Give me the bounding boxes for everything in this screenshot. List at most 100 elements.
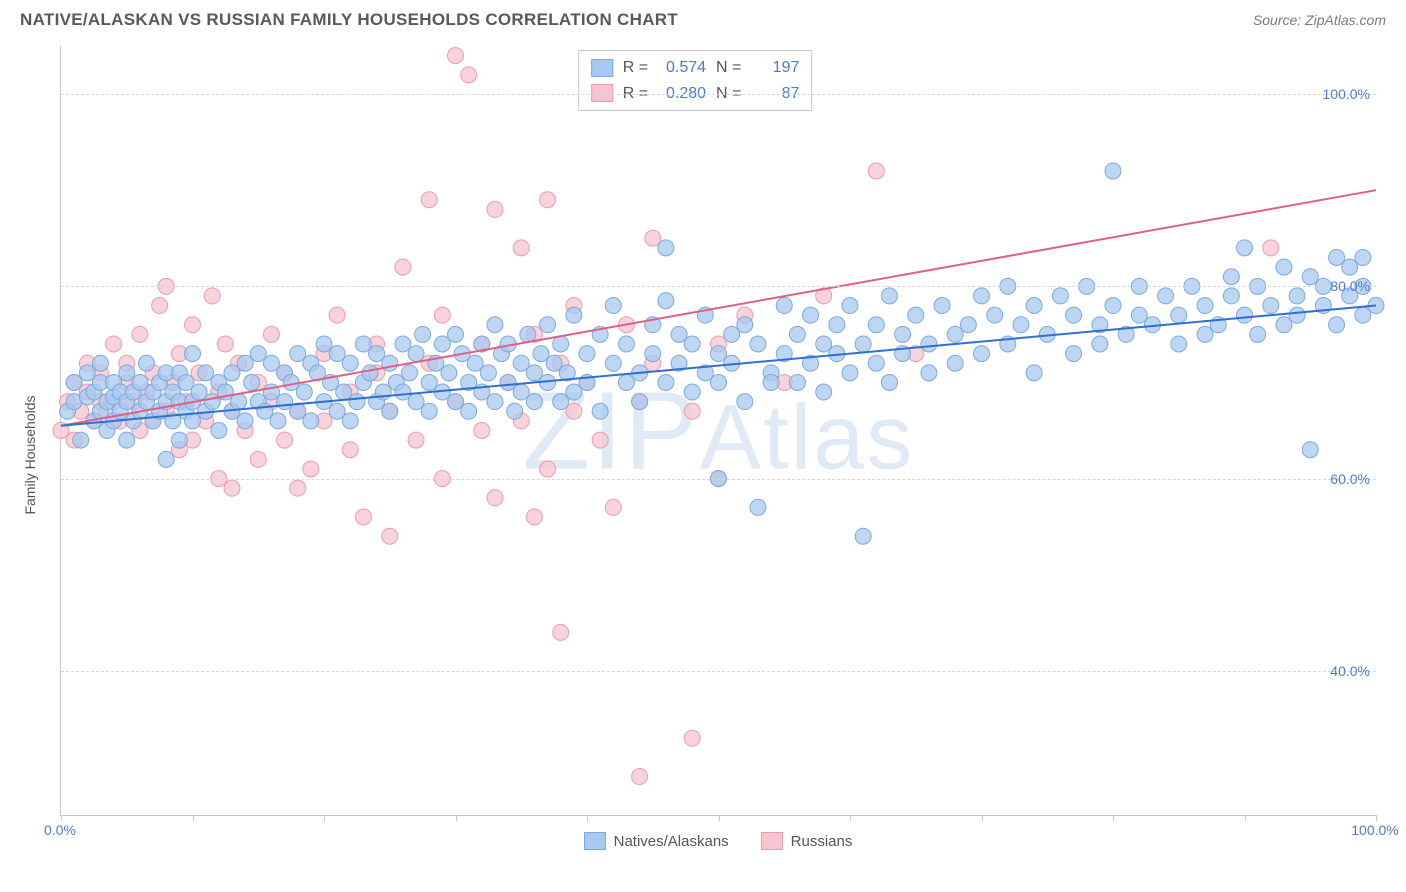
data-point-blue [421, 403, 437, 419]
data-point-blue [448, 394, 464, 410]
data-point-blue [605, 298, 621, 314]
swatch-blue [591, 59, 613, 77]
data-point-pink [106, 336, 122, 352]
data-point-blue [263, 355, 279, 371]
data-point-pink [408, 432, 424, 448]
data-point-blue [191, 384, 207, 400]
data-point-blue [237, 413, 253, 429]
data-point-blue [342, 355, 358, 371]
data-point-blue [237, 355, 253, 371]
data-point-blue [349, 394, 365, 410]
data-point-pink [513, 240, 529, 256]
data-point-blue [868, 355, 884, 371]
data-point-blue [408, 394, 424, 410]
data-point-blue [79, 365, 95, 381]
data-point-pink [355, 509, 371, 525]
data-point-pink [540, 461, 556, 477]
data-point-blue [579, 346, 595, 362]
data-point-blue [204, 394, 220, 410]
data-point-blue [395, 384, 411, 400]
data-point-blue [546, 355, 562, 371]
data-point-pink [217, 336, 233, 352]
data-point-blue [1171, 307, 1187, 323]
data-point-blue [960, 317, 976, 333]
data-point-pink [204, 288, 220, 304]
data-point-blue [415, 326, 431, 342]
data-point-pink [553, 624, 569, 640]
trend-line-blue [61, 306, 1376, 426]
data-point-blue [566, 307, 582, 323]
data-point-blue [816, 336, 832, 352]
x-tick-label: 0.0% [44, 822, 76, 838]
data-point-blue [658, 293, 674, 309]
data-point-blue [277, 394, 293, 410]
data-point-pink [684, 403, 700, 419]
data-point-blue [408, 346, 424, 362]
correlation-stats-box: R = 0.574 N = 197 R = 0.280 N = 87 [578, 50, 813, 111]
plot-area: ZIPAtlas R = 0.574 N = 197 R = 0.280 N =… [60, 46, 1376, 816]
data-point-blue [513, 384, 529, 400]
data-point-pink [448, 48, 464, 64]
data-point-blue [737, 317, 753, 333]
swatch-pink [761, 832, 783, 850]
data-point-blue [487, 394, 503, 410]
data-point-blue [461, 403, 477, 419]
data-point-pink [329, 307, 345, 323]
data-point-blue [1289, 288, 1305, 304]
data-point-pink [395, 259, 411, 275]
data-point-blue [566, 384, 582, 400]
data-point-blue [138, 355, 154, 371]
data-point-blue [316, 336, 332, 352]
stat-r-blue: 0.574 [658, 55, 706, 81]
data-point-blue [632, 394, 648, 410]
data-point-blue [1052, 288, 1068, 304]
data-point-blue [185, 413, 201, 429]
y-tick-label: 40.0% [1330, 663, 1370, 679]
data-point-blue [119, 365, 135, 381]
data-point-pink [868, 163, 884, 179]
y-tick-label: 60.0% [1330, 471, 1370, 487]
data-point-blue [750, 499, 766, 515]
data-point-pink [684, 730, 700, 746]
data-point-pink [250, 451, 266, 467]
data-point-blue [605, 355, 621, 371]
data-point-blue [270, 413, 286, 429]
data-point-blue [592, 403, 608, 419]
data-point-blue [947, 326, 963, 342]
data-point-blue [448, 326, 464, 342]
data-point-blue [684, 336, 700, 352]
chart-container: Family Households ZIPAtlas R = 0.574 N =… [20, 46, 1386, 864]
data-point-blue [441, 365, 457, 381]
legend-item-blue: Natives/Alaskans [584, 832, 729, 850]
y-axis-label: Family Households [22, 395, 38, 514]
data-point-blue [855, 528, 871, 544]
data-point-blue [1276, 259, 1292, 275]
data-point-blue [750, 336, 766, 352]
swatch-blue [584, 832, 606, 850]
data-point-pink [224, 480, 240, 496]
source-attribution: Source: ZipAtlas.com [1253, 12, 1386, 28]
data-point-pink [487, 201, 503, 217]
data-point-pink [526, 509, 542, 525]
data-point-blue [855, 336, 871, 352]
scatter-svg [61, 46, 1376, 815]
data-point-blue [645, 346, 661, 362]
data-point-pink [263, 326, 279, 342]
data-point-blue [526, 394, 542, 410]
data-point-blue [1197, 326, 1213, 342]
data-point-blue [1302, 269, 1318, 285]
data-point-blue [526, 365, 542, 381]
x-tick-label: 100.0% [1351, 822, 1398, 838]
data-point-blue [829, 317, 845, 333]
data-point-blue [553, 394, 569, 410]
data-point-pink [185, 317, 201, 333]
data-point-blue [553, 336, 569, 352]
data-point-blue [480, 365, 496, 381]
data-point-pink [632, 769, 648, 785]
data-point-blue [467, 355, 483, 371]
data-point-blue [342, 413, 358, 429]
data-point-blue [881, 374, 897, 390]
data-point-blue [1342, 259, 1358, 275]
data-point-pink [342, 442, 358, 458]
data-point-blue [724, 326, 740, 342]
